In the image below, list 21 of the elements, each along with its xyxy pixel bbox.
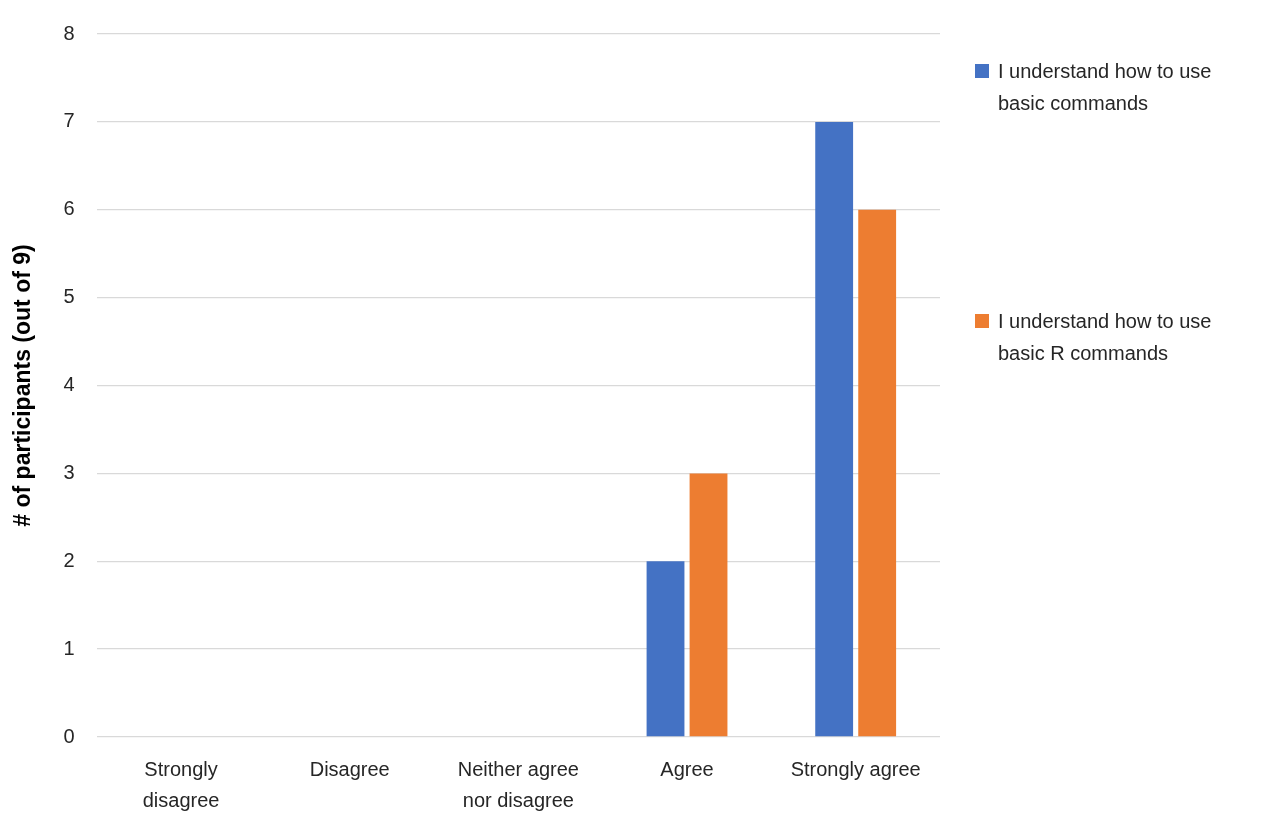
bar [858, 209, 897, 737]
x-tick-label: Disagree [309, 758, 390, 781]
bar [689, 473, 728, 737]
y-tick-label: 2 [63, 548, 75, 571]
y-tick-label: 6 [63, 197, 75, 220]
y-tick-label: 8 [63, 21, 75, 44]
y-axis-title: # of participants (out of 9) [9, 244, 36, 527]
y-tick-label: 3 [63, 460, 75, 483]
x-tick-label: Strongly agree [790, 758, 921, 781]
bar [815, 121, 854, 737]
y-tick-label: 0 [63, 724, 75, 747]
y-tick-label: 1 [63, 636, 75, 659]
x-tick-label: Neither agree nor disagree [457, 758, 579, 812]
y-tick-label: 5 [63, 285, 75, 308]
y-tick-label: 7 [63, 109, 75, 132]
legend-label: I understand how to use basic commands [998, 59, 1213, 116]
legend-label: I understand how to use basic R commands [998, 309, 1213, 366]
bar [646, 561, 685, 737]
x-tick-label: Agree [660, 758, 714, 781]
y-tick-label: 4 [63, 373, 75, 396]
x-tick-label: Strongly disagree [142, 758, 220, 812]
